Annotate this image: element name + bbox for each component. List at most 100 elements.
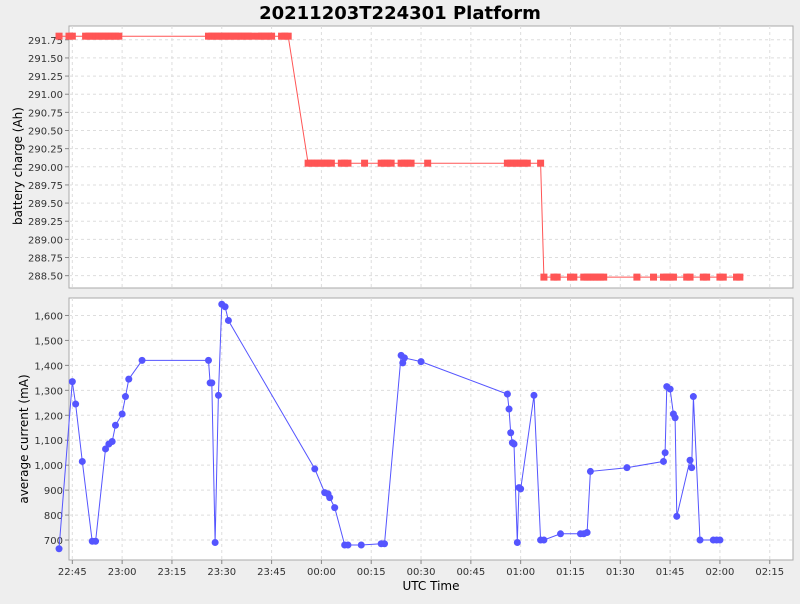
current-point-10 <box>118 410 126 418</box>
current-point-31 <box>381 540 389 548</box>
current-ytick-label-2: 1,400 <box>34 361 63 372</box>
x-tick-label-6: 00:15 <box>357 567 386 578</box>
battery-y-axis-label: battery charge (Ah) <box>11 107 25 225</box>
current-point-44 <box>530 391 538 399</box>
x-tick-label-3: 23:30 <box>207 567 236 578</box>
x-tick-label-4: 23:45 <box>257 567 286 578</box>
current-point-47 <box>557 530 565 538</box>
battery-point-55 <box>407 159 415 167</box>
current-ytick-label-0: 1,600 <box>34 311 63 322</box>
battery-point-82 <box>669 273 677 281</box>
current-point-53 <box>659 457 667 465</box>
battery-point-43 <box>327 159 335 167</box>
current-point-38 <box>507 429 515 437</box>
current-point-17 <box>211 539 219 547</box>
battery-point-78 <box>650 273 658 281</box>
battery-ytick-label-2: 291.25 <box>28 72 63 83</box>
current-point-6 <box>102 445 110 453</box>
current-point-46 <box>540 536 548 544</box>
battery-ytick-label-11: 289.00 <box>28 235 63 246</box>
x-tick-label-12: 01:45 <box>656 567 685 578</box>
current-ytick-label-9: 700 <box>44 536 63 547</box>
x-tick-label-7: 00:30 <box>407 567 436 578</box>
battery-point-47 <box>361 159 369 167</box>
x-tick-label-11: 01:30 <box>606 567 635 578</box>
current-point-13 <box>138 356 146 364</box>
current-point-51 <box>586 467 594 475</box>
battery-point-51 <box>387 159 395 167</box>
current-point-50 <box>583 529 591 537</box>
current-point-18 <box>214 391 222 399</box>
current-point-40 <box>510 440 518 448</box>
current-point-28 <box>344 541 352 549</box>
battery-point-64 <box>537 159 545 167</box>
x-tick-label-1: 23:00 <box>108 567 137 578</box>
current-ytick-label-3: 1,300 <box>34 386 63 397</box>
x-tick-label-2: 23:15 <box>158 567 187 578</box>
x-axis-ticks: 22:45 23:00 23:15 23:30 23:45 00:00 00:15 00:30… <box>58 560 784 578</box>
x-tick-label-5: 00:00 <box>307 567 336 578</box>
current-point-52 <box>623 464 631 472</box>
battery-point-13 <box>115 32 123 40</box>
current-ytick-label-1: 1,500 <box>34 336 63 347</box>
battery-point-86 <box>703 273 711 281</box>
current-ytick-label-4: 1,200 <box>34 411 63 422</box>
battery-point-35 <box>284 32 292 40</box>
current-point-16 <box>208 379 216 387</box>
battery-ytick-label-13: 288.50 <box>28 272 63 283</box>
current-point-3 <box>78 457 86 465</box>
current-point-35 <box>417 358 425 366</box>
battery-point-63 <box>523 159 531 167</box>
current-y-ticks: 1,600 1,500 1,400 1,300 1,200 1,100 1,000 900 80… <box>34 311 69 547</box>
current-point-8 <box>108 437 116 445</box>
current-point-14 <box>204 356 212 364</box>
current-point-20 <box>221 303 229 311</box>
current-ytick-label-6: 1,000 <box>34 461 63 472</box>
battery-ytick-label-12: 288.75 <box>28 254 63 265</box>
current-point-37 <box>505 405 513 413</box>
current-point-0 <box>55 545 63 553</box>
x-tick-label-14: 02:15 <box>755 567 784 578</box>
battery-plot-area <box>68 25 794 289</box>
battery-ytick-label-10: 289.25 <box>28 217 63 228</box>
battery-point-67 <box>553 273 561 281</box>
x-tick-label-8: 00:45 <box>456 567 485 578</box>
battery-point-69 <box>570 273 578 281</box>
x-axis-label: UTC Time <box>403 579 460 593</box>
current-point-61 <box>688 464 696 472</box>
battery-point-32 <box>268 32 276 40</box>
x-tick-label-13: 02:00 <box>706 567 735 578</box>
current-point-41 <box>513 539 521 547</box>
battery-ytick-label-5: 290.50 <box>28 127 63 138</box>
battery-point-2 <box>68 32 76 40</box>
x-tick-label-9: 01:00 <box>506 567 535 578</box>
current-point-63 <box>696 536 704 544</box>
battery-ytick-label-9: 289.50 <box>28 199 63 210</box>
current-point-34 <box>400 354 408 362</box>
current-point-62 <box>689 393 697 401</box>
current-point-43 <box>517 485 525 493</box>
current-point-59 <box>673 512 681 520</box>
battery-point-90 <box>736 273 744 281</box>
battery-point-56 <box>424 159 432 167</box>
battery-ytick-label-8: 289.75 <box>28 181 63 192</box>
current-point-66 <box>716 536 724 544</box>
battery-ytick-label-6: 290.25 <box>28 145 63 156</box>
x-tick-label-10: 01:15 <box>556 567 585 578</box>
battery-charge-series <box>55 32 744 281</box>
current-plot-area <box>68 297 794 561</box>
battery-point-46 <box>344 159 352 167</box>
battery-ytick-label-1: 291.50 <box>28 54 63 65</box>
current-point-25 <box>326 494 334 502</box>
current-point-5 <box>92 537 100 545</box>
current-point-12 <box>125 375 133 383</box>
current-point-26 <box>331 504 339 512</box>
battery-y-ticks: 291.75 291.50 291.25 291.00 290.75 290.50 290.… <box>28 36 69 283</box>
battery-charge-panel: 291.75 291.50 291.25 291.00 290.75 290.50 290.… <box>11 25 794 289</box>
current-ytick-label-5: 1,100 <box>34 436 63 447</box>
battery-point-84 <box>686 273 694 281</box>
battery-point-77 <box>633 273 641 281</box>
current-point-36 <box>503 390 511 398</box>
current-y-axis-label: average current (mA) <box>17 374 31 503</box>
